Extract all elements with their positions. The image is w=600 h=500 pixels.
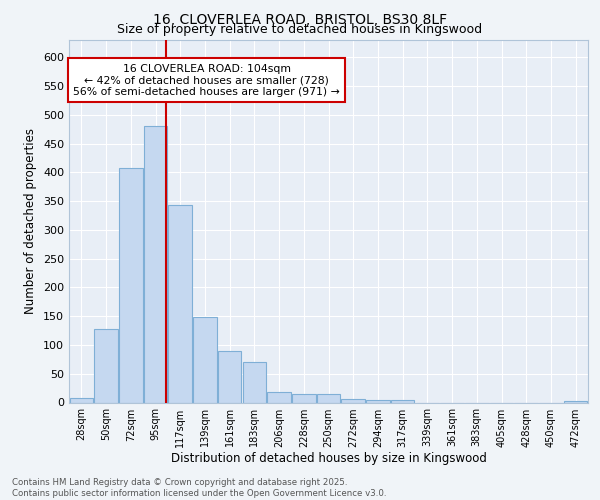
Bar: [366, 400, 389, 402]
Text: 16 CLOVERLEA ROAD: 104sqm
← 42% of detached houses are smaller (728)
56% of semi: 16 CLOVERLEA ROAD: 104sqm ← 42% of detac…: [73, 64, 340, 97]
X-axis label: Distribution of detached houses by size in Kingswood: Distribution of detached houses by size …: [170, 452, 487, 466]
Bar: [94, 329, 118, 402]
Bar: [218, 350, 241, 403]
Bar: [292, 394, 316, 402]
Bar: [268, 392, 291, 402]
Bar: [242, 362, 266, 403]
Bar: [317, 394, 340, 402]
Bar: [391, 400, 415, 402]
Text: Size of property relative to detached houses in Kingswood: Size of property relative to detached ho…: [118, 22, 482, 36]
Bar: [144, 126, 167, 402]
Bar: [119, 168, 143, 402]
Text: 16, CLOVERLEA ROAD, BRISTOL, BS30 8LF: 16, CLOVERLEA ROAD, BRISTOL, BS30 8LF: [153, 12, 447, 26]
Text: Contains HM Land Registry data © Crown copyright and database right 2025.
Contai: Contains HM Land Registry data © Crown c…: [12, 478, 386, 498]
Bar: [70, 398, 93, 402]
Y-axis label: Number of detached properties: Number of detached properties: [25, 128, 37, 314]
Bar: [169, 205, 192, 402]
Bar: [341, 399, 365, 402]
Bar: [193, 318, 217, 402]
